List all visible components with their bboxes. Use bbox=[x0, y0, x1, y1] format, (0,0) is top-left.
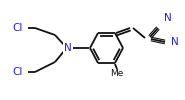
Text: Me: Me bbox=[110, 70, 124, 78]
Text: N: N bbox=[64, 43, 72, 53]
Text: N: N bbox=[171, 37, 179, 47]
Text: N: N bbox=[164, 13, 172, 23]
Text: Cl: Cl bbox=[13, 67, 23, 77]
Text: Cl: Cl bbox=[13, 23, 23, 33]
